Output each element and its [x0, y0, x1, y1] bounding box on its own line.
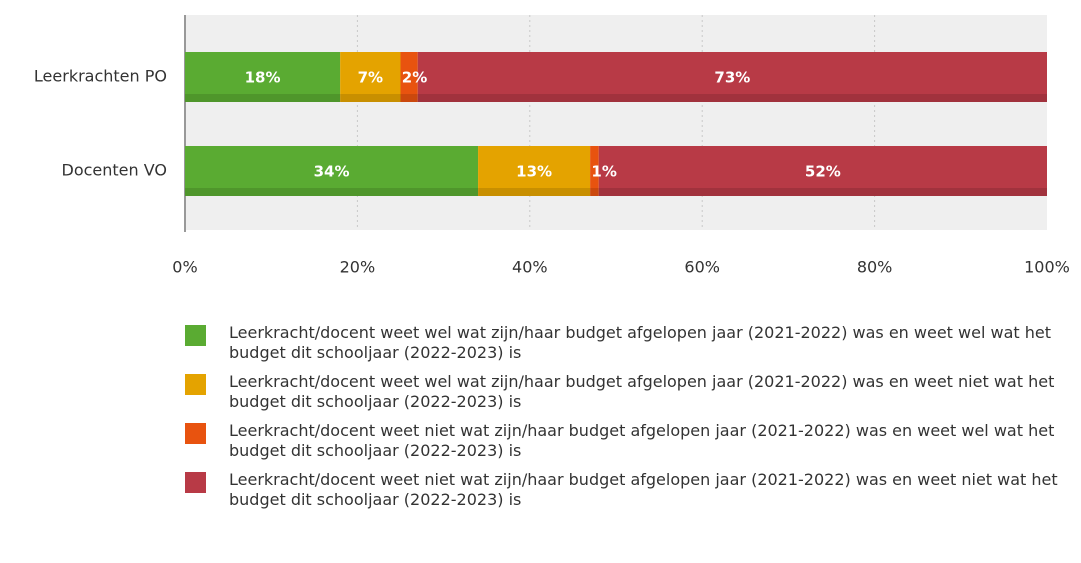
bar-segment: [478, 146, 591, 196]
legend: Leerkracht/docent weet wel wat zijn/haar…: [185, 323, 1065, 519]
legend-swatch: [185, 374, 206, 395]
value-label: 2%: [402, 69, 427, 87]
bar-shade: [417, 94, 1047, 102]
plot-background: [185, 15, 1047, 230]
bar-segment: [185, 146, 479, 196]
bar-shade: [478, 188, 591, 196]
value-label: 73%: [714, 69, 750, 87]
legend-label: Leerkracht/docent weet niet wat zijn/haa…: [229, 470, 1058, 509]
value-label: 52%: [805, 163, 841, 181]
bar-shade: [185, 188, 479, 196]
legend-label: Leerkracht/docent weet niet wat zijn/haa…: [229, 421, 1055, 460]
value-label: 13%: [516, 163, 552, 181]
x-tick-label: 40%: [512, 258, 548, 277]
legend-item: Leerkracht/docent weet wel wat zijn/haar…: [185, 323, 1065, 363]
legend-swatch: [185, 472, 206, 493]
value-label: 18%: [245, 69, 281, 87]
legend-swatch: [185, 325, 206, 346]
category-label: Leerkrachten PO: [34, 67, 167, 86]
x-tick-label: 0%: [172, 258, 197, 277]
bar-shade: [340, 94, 401, 102]
bar-shade: [185, 94, 341, 102]
bar-segment: [590, 146, 599, 196]
value-label: 34%: [314, 163, 350, 181]
legend-item: Leerkracht/docent weet wel wat zijn/haar…: [185, 372, 1065, 412]
chart: 0% 20% 40% 60% 80% 100% Leerkrachten PO 18% 7% 2%…: [34, 15, 1070, 277]
bar-segment: [400, 52, 418, 102]
x-tick-label: 60%: [684, 258, 720, 277]
bar-shade: [400, 94, 418, 102]
legend-item: Leerkracht/docent weet niet wat zijn/haa…: [185, 421, 1065, 461]
bar-segment: [340, 52, 401, 102]
legend-swatch: [185, 423, 206, 444]
x-tick-label: 100%: [1024, 258, 1070, 277]
legend-label: Leerkracht/docent weet wel wat zijn/haar…: [229, 372, 1055, 411]
legend-item: Leerkracht/docent weet niet wat zijn/haa…: [185, 470, 1065, 510]
x-tick-label: 80%: [857, 258, 893, 277]
x-tick-label: 20%: [340, 258, 376, 277]
bar-segment: [598, 146, 1047, 196]
value-label: 7%: [358, 69, 383, 87]
category-label: Docenten VO: [62, 161, 168, 180]
bar-segment: [417, 52, 1047, 102]
bar-shade: [598, 188, 1047, 196]
bar-segment: [185, 52, 341, 102]
value-label: 1%: [591, 163, 616, 181]
legend-label: Leerkracht/docent weet wel wat zijn/haar…: [229, 323, 1052, 362]
bar-shade: [590, 188, 599, 196]
